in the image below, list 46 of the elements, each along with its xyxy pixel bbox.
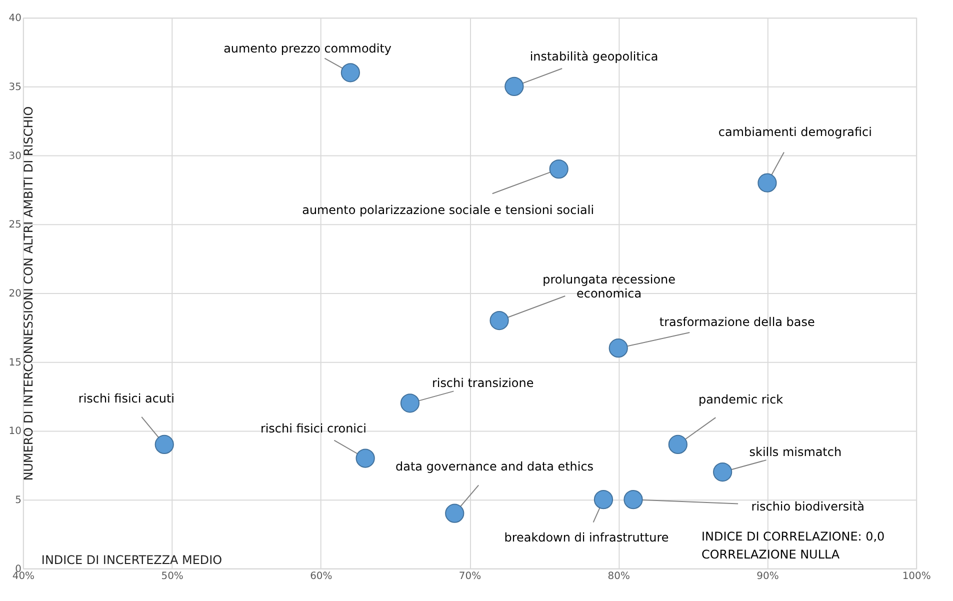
point (400, 394, 420, 413)
annotation: aumento prezzo commodity (224, 42, 392, 56)
point (356, 448, 375, 468)
point (594, 490, 614, 510)
point (504, 76, 524, 96)
annotation: rischio biodiversità (751, 500, 865, 514)
y-tick-label: 5 (15, 495, 22, 506)
y-tick-label: 35 (8, 82, 22, 93)
annotation: rischi transizione (432, 376, 534, 390)
point (154, 434, 174, 454)
x-axis-title: INDICE DI INCERTEZZA MEDIO (41, 552, 222, 567)
annotation: rischi fisici cronici (260, 421, 366, 436)
y-axis-title: NUMERO DI INTERCONNESSIONI CON ALTRI AMBITI DI RISCHIO (21, 106, 36, 481)
point (445, 504, 464, 523)
y-tick-label: 20 (8, 288, 22, 300)
y-tick-label: 40 (8, 13, 22, 24)
annotation: INDICE DI CORRELAZIONE: 0,0 (702, 529, 885, 544)
point (758, 173, 777, 192)
y-tick-label: 10 (8, 426, 22, 438)
annotation: prolungata recessione economica (542, 272, 676, 301)
x-tick-label: 70% (458, 570, 482, 582)
y-tick-label: 30 (8, 150, 22, 162)
point (340, 63, 360, 82)
y-tick-label: 25 (8, 220, 22, 231)
annotation: cambiamenti demografici (718, 124, 872, 139)
point (549, 160, 568, 179)
x-tick-label: 50% (161, 570, 184, 582)
annotation: skills mismatch (749, 445, 842, 460)
annotation: instabilità geopolitica (530, 49, 658, 64)
y-tick-label: 15 (8, 357, 22, 368)
point (713, 462, 732, 482)
annotation: data governance and data ethics (396, 459, 594, 474)
x-tick-label: 80% (608, 570, 630, 582)
annotation: aumento polarizzazione sociale e tensioni sociali (302, 202, 594, 217)
annotation: pandemic rick (698, 392, 784, 407)
annotation: CORRELAZIONE NULLA (702, 547, 840, 562)
annotation: rischi fisici acuti (78, 392, 174, 406)
x-tick-label: 60% (310, 570, 332, 582)
annotation: trasformazione della base (659, 315, 815, 330)
x-tick-label: 90% (756, 570, 779, 582)
point (490, 310, 509, 330)
point (624, 490, 643, 510)
x-tick-label: 100% (902, 570, 931, 582)
point (608, 338, 628, 358)
annotation: breakdown di infrastrutture (504, 530, 669, 544)
point (668, 434, 688, 454)
